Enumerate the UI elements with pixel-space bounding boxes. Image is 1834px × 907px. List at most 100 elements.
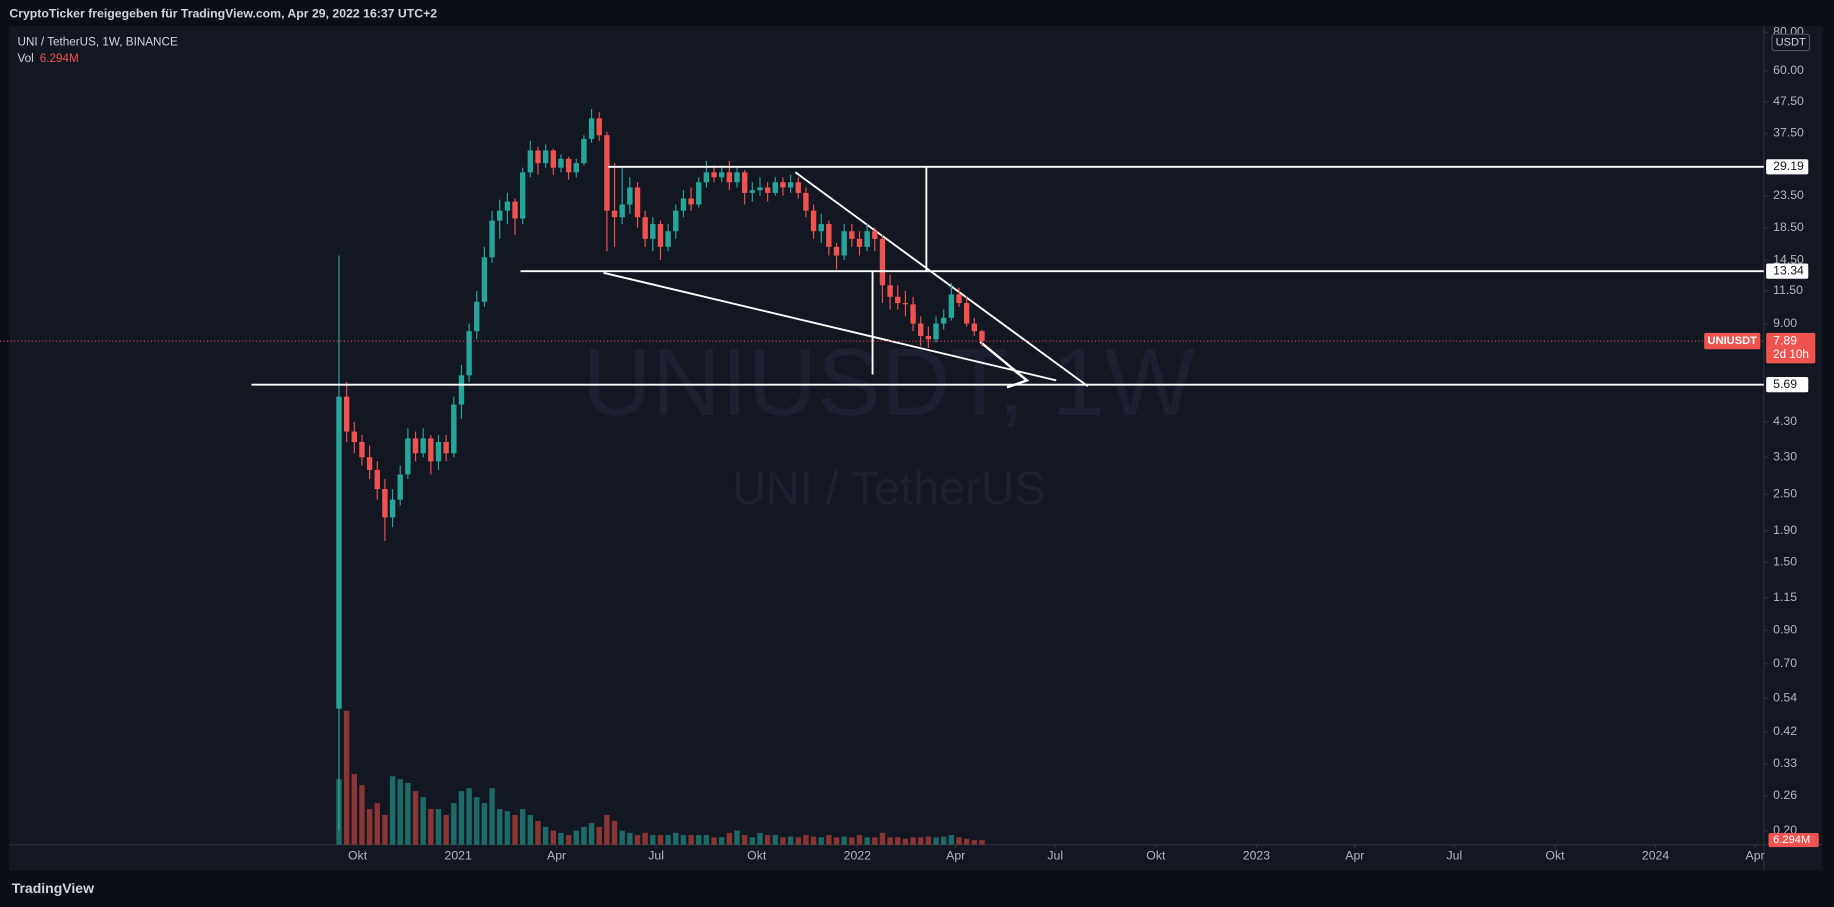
level-tag-label: 29.19 <box>1773 159 1804 173</box>
last-price-tag <box>1766 332 1816 364</box>
volume-bar <box>351 774 357 845</box>
candle-body <box>749 190 756 193</box>
x-tick-label: Apr <box>1345 849 1364 863</box>
volume-bar <box>673 832 679 845</box>
watermark-symbol: UNIUSDT, 1W <box>583 329 1196 436</box>
candle-body <box>642 217 648 239</box>
candle-body <box>818 224 824 232</box>
y-tick-label: 3.30 <box>1773 449 1797 463</box>
candle-body <box>634 187 641 218</box>
candle-body <box>711 172 717 178</box>
candle-body <box>780 182 786 188</box>
volume-bar <box>489 788 495 845</box>
volume-bar <box>588 823 595 845</box>
candle-body <box>412 438 419 454</box>
candle-body <box>787 182 794 188</box>
volume-tag <box>1768 833 1819 848</box>
volume-bar <box>604 814 610 845</box>
candle-body <box>933 323 939 340</box>
candle-body <box>657 224 664 247</box>
volume-bar <box>374 803 380 845</box>
x-tick-label: 2021 <box>445 849 472 863</box>
volume-bar <box>910 837 916 845</box>
candle-body <box>887 285 893 297</box>
x-tick-label: Apr <box>1746 849 1765 863</box>
candle-body <box>359 441 365 458</box>
level-tag-label: 13.34 <box>1773 263 1804 277</box>
candle-body <box>627 187 633 205</box>
volume-bar <box>458 791 465 845</box>
y-tick-label: 9.00 <box>1773 316 1797 330</box>
volume-bar <box>366 809 373 845</box>
candle-body <box>956 294 962 304</box>
candle-body <box>864 231 870 247</box>
countdown-label: 2d 10h <box>1773 348 1809 361</box>
candle-body <box>688 198 694 205</box>
candle-body <box>573 163 579 173</box>
volume-bar <box>948 835 955 845</box>
volume-bar <box>435 809 442 845</box>
volume-bar <box>872 837 878 845</box>
volume-bar <box>596 826 602 845</box>
volume-bar <box>895 837 901 845</box>
level-tag <box>1766 159 1809 175</box>
volume-bar <box>428 809 434 845</box>
volume-bar <box>780 837 786 845</box>
candle-body <box>565 158 572 173</box>
candle-body <box>856 238 863 247</box>
volume-bar <box>359 785 365 845</box>
candle-body <box>757 187 763 191</box>
volume-bar <box>703 835 710 845</box>
share-header: CryptoTicker freigegeben für TradingView… <box>9 7 437 21</box>
candle-body <box>795 182 801 193</box>
y-tick-label: 1.50 <box>1773 555 1797 569</box>
candle-body <box>650 224 656 239</box>
volume-bar <box>611 820 618 845</box>
volume-bar <box>412 791 419 845</box>
volume-bar <box>657 835 664 845</box>
drawings <box>603 166 1089 389</box>
y-tick-label: 0.26 <box>1773 788 1797 802</box>
y-tick-label: 47.50 <box>1773 94 1804 108</box>
candle-body <box>611 210 618 218</box>
candle-body <box>925 335 932 340</box>
candle-body <box>374 469 380 489</box>
candle-body <box>336 396 342 709</box>
volume-bar <box>787 836 794 845</box>
volume-bar <box>665 835 671 845</box>
candle-body <box>588 118 595 139</box>
candle-body <box>696 182 702 205</box>
volume-bar <box>619 830 625 845</box>
x-tick-label: Jul <box>648 849 664 863</box>
candle-body <box>558 158 564 168</box>
symbol-legend: UNI / TetherUS, 1W, BINANCE <box>18 35 178 48</box>
candle-body <box>428 438 434 462</box>
volume-bar <box>856 835 863 845</box>
candle-body <box>550 150 557 168</box>
candle-body <box>451 404 457 454</box>
x-tick-label: Jul <box>1447 849 1463 863</box>
trend-line <box>794 171 1089 388</box>
candle-body <box>948 294 955 318</box>
level-tag-label: 5.69 <box>1773 377 1797 391</box>
y-tick-label: 23.50 <box>1773 188 1804 202</box>
volume-bar <box>696 835 702 845</box>
candle-body <box>435 441 442 462</box>
candle-body <box>902 303 909 305</box>
candle-body <box>581 138 587 164</box>
candle-body <box>673 210 679 232</box>
volume-bar <box>741 835 748 845</box>
trend-line <box>603 271 1057 382</box>
candle-body <box>481 257 488 302</box>
x-tick-label: Apr <box>946 849 965 863</box>
volume-bar <box>535 820 541 845</box>
volume-bar <box>971 840 978 845</box>
level-tag <box>1766 377 1809 393</box>
candle-body <box>512 201 518 219</box>
y-tick-label: 37.50 <box>1773 126 1804 140</box>
y-tick-label: 2.50 <box>1773 486 1797 500</box>
x-tick-label: Jul <box>1047 849 1063 863</box>
candle-body <box>719 172 725 178</box>
x-tick-label: 2022 <box>844 849 871 863</box>
